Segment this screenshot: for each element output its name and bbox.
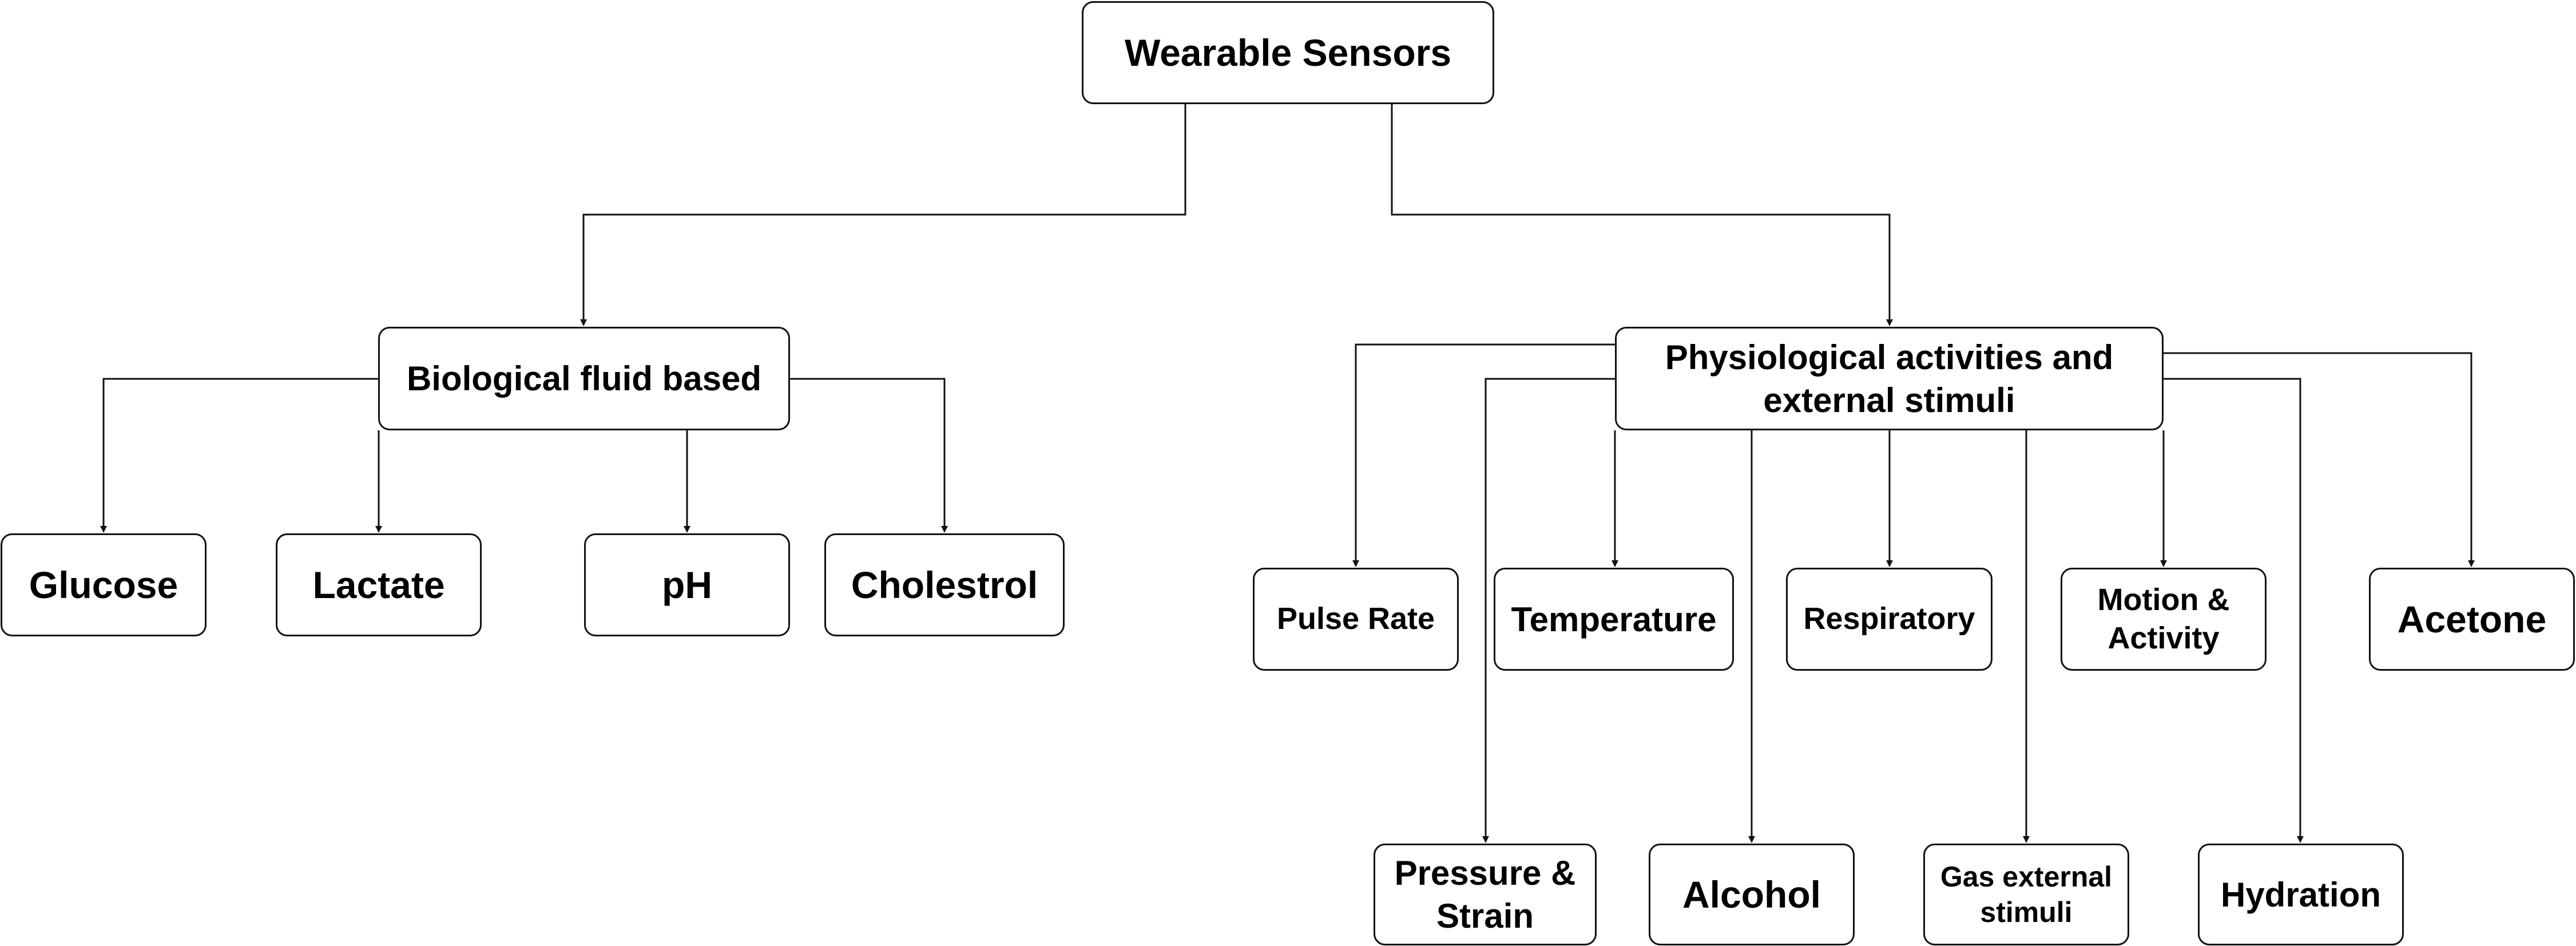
node-label: Biological fluid based bbox=[406, 359, 762, 398]
node-label: Cholestrol bbox=[851, 563, 1038, 606]
node-gas-external-stimuli: Gas external stimuli bbox=[1923, 844, 2129, 945]
edge-phys-hydration bbox=[2164, 378, 2304, 843]
node-pressure-strain: Pressure & Strain bbox=[1374, 844, 1597, 945]
node-label: Lactate bbox=[312, 563, 445, 606]
node-label: Physiological activities and external st… bbox=[1665, 338, 2114, 419]
node-lactate: Lactate bbox=[276, 533, 482, 636]
node-alcohol: Alcohol bbox=[1649, 844, 1855, 945]
edge-phys-acetone bbox=[2164, 352, 2475, 567]
edge-phys-pulse-rate bbox=[1352, 343, 1615, 567]
node-label: Respiratory bbox=[1803, 601, 1975, 636]
node-label: Pulse Rate bbox=[1276, 601, 1435, 636]
node-label: Glucose bbox=[29, 563, 178, 606]
node-hydration: Hydration bbox=[2198, 844, 2404, 945]
node-wearable-sensors: Wearable Sensors bbox=[1082, 1, 1494, 104]
node-label: Acetone bbox=[2397, 597, 2547, 640]
edge-root-biological bbox=[580, 103, 1186, 326]
node-temperature: Temperature bbox=[1494, 568, 1734, 671]
node-label: Alcohol bbox=[1682, 873, 1821, 916]
node-label: Hydration bbox=[2220, 875, 2381, 914]
edge-bio-glucose bbox=[100, 378, 378, 533]
node-label: Gas external stimuli bbox=[1940, 860, 2113, 929]
node-label: Motion & Activity bbox=[2097, 582, 2230, 656]
node-respiratory: Respiratory bbox=[1786, 568, 1992, 671]
node-label: pH bbox=[662, 563, 712, 606]
node-label: Wearable Sensors bbox=[1124, 31, 1452, 74]
node-glucose: Glucose bbox=[1, 533, 207, 636]
edge-root-physiological bbox=[1391, 103, 1893, 326]
node-label: Temperature bbox=[1511, 600, 1717, 639]
edge-phys-pressure bbox=[1482, 378, 1615, 843]
node-ph: pH bbox=[584, 533, 790, 636]
node-pulse-rate: Pulse Rate bbox=[1253, 568, 1459, 671]
node-label: Pressure & Strain bbox=[1394, 854, 1576, 935]
node-physiological-activities: Physiological activities and external st… bbox=[1615, 327, 2164, 430]
node-motion-activity: Motion & Activity bbox=[2061, 568, 2267, 671]
node-cholestrol: Cholestrol bbox=[824, 533, 1065, 636]
edge-bio-cholestrol bbox=[790, 378, 948, 533]
node-acetone: Acetone bbox=[2369, 568, 2575, 671]
node-biological-fluid-based: Biological fluid based bbox=[378, 327, 790, 430]
